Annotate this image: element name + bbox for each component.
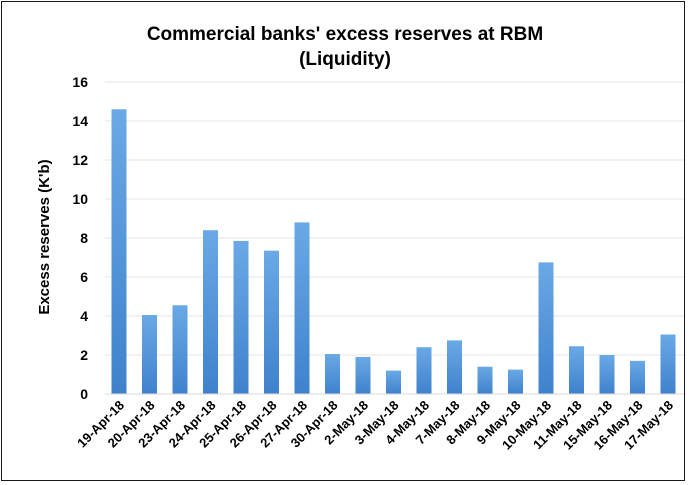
bar: [630, 360, 645, 394]
gridlines: [105, 81, 684, 356]
y-tick-label: 4: [80, 308, 88, 324]
y-axis-title: Excess reserves (K'b): [36, 159, 53, 314]
bar: [294, 222, 310, 394]
bar: [355, 356, 371, 394]
bar: [477, 366, 493, 394]
bar: [111, 109, 127, 395]
y-tick-labels: 0 2 4 6 8 10 12 14 16: [72, 74, 88, 402]
y-tick-label: 6: [80, 269, 88, 285]
bar: [660, 334, 676, 394]
y-tick-label: 10: [72, 191, 88, 207]
y-tick-label: 0: [80, 386, 88, 402]
bar: [447, 340, 462, 394]
bar: [569, 346, 584, 394]
chart-subtitle: (Liquidity): [299, 49, 391, 70]
bar: [172, 305, 188, 394]
x-tick-labels: 19-Apr-1820-Apr-1823-Apr-1824-Apr-1825-A…: [74, 398, 676, 453]
bar: [203, 230, 218, 394]
y-tick-label: 16: [72, 74, 88, 90]
bar: [264, 250, 279, 394]
bar: [599, 355, 615, 394]
bar: [142, 315, 157, 394]
y-tick-label: 8: [80, 230, 88, 246]
y-tick-label: 14: [72, 113, 88, 129]
chart-title-block: Commercial banks' excess reserves at RBM…: [0, 22, 690, 72]
bars: [111, 109, 676, 395]
bar: [538, 262, 554, 394]
bar: [416, 347, 432, 394]
y-tick-label: 12: [72, 152, 88, 168]
bar: [386, 370, 401, 394]
y-tick-label: 2: [80, 347, 88, 363]
bar: [508, 369, 523, 394]
bar: [325, 354, 340, 394]
chart-title: Commercial banks' excess reserves at RBM: [146, 24, 544, 45]
bar: [233, 240, 249, 394]
